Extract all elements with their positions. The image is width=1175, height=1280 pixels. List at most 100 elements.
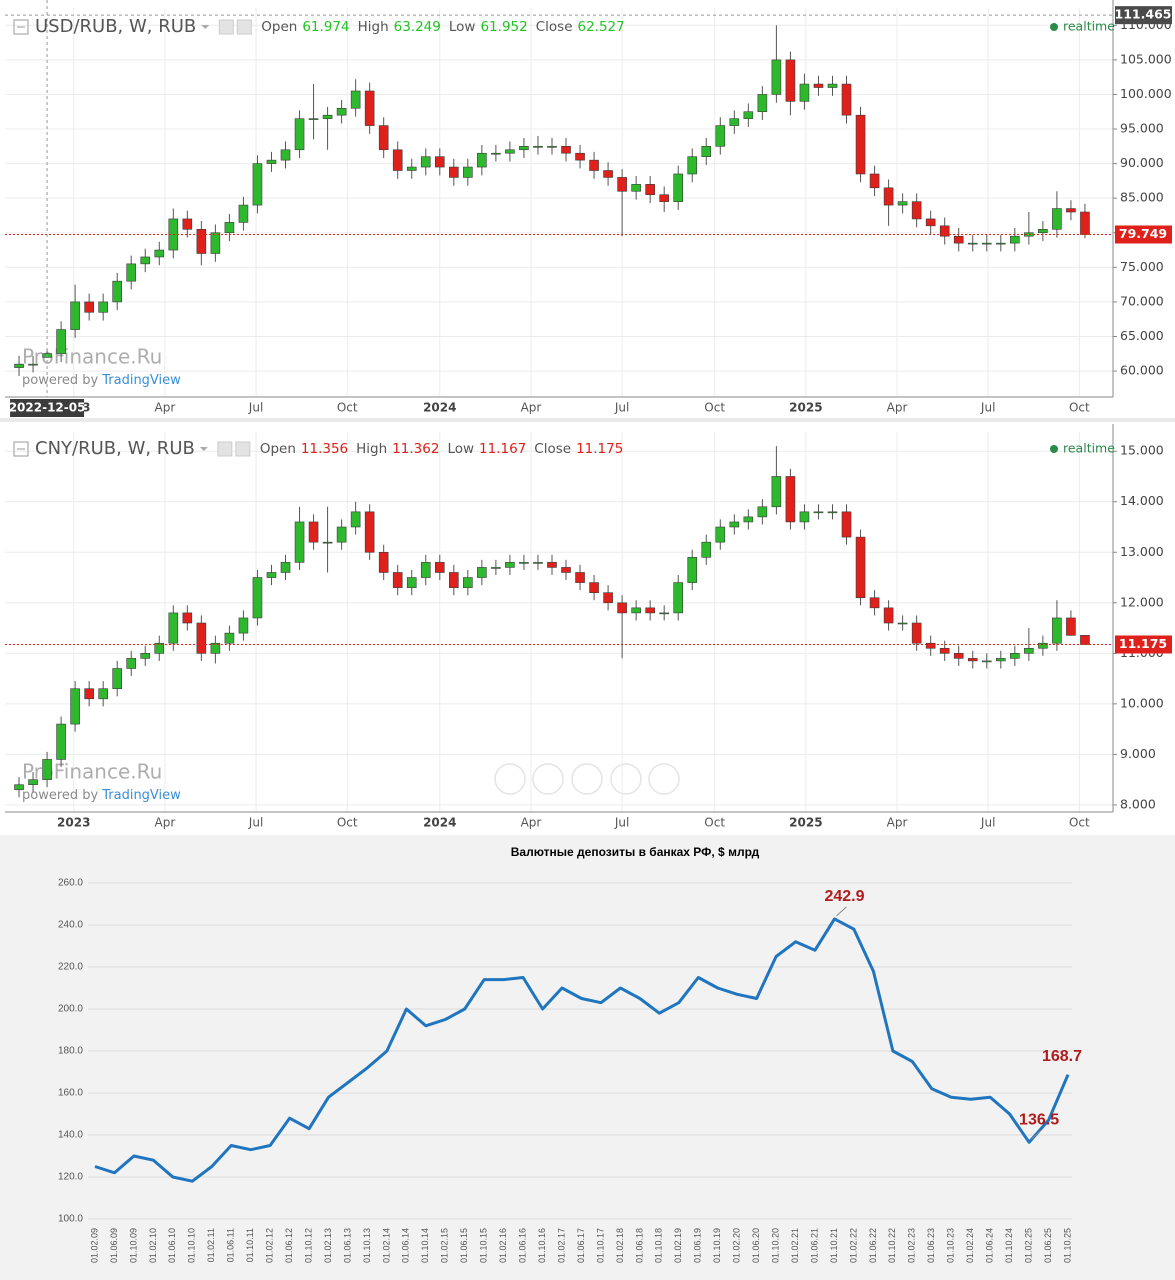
candle-body bbox=[841, 511, 852, 538]
y-tick-label: 10.000 bbox=[1120, 695, 1164, 710]
candle-body bbox=[911, 201, 922, 220]
candle-body bbox=[1066, 617, 1076, 636]
nav-button[interactable] bbox=[494, 763, 526, 795]
y-tick-label: 90.000 bbox=[1120, 155, 1164, 170]
candle-body bbox=[617, 177, 627, 192]
x-tick-label: Apr bbox=[887, 401, 908, 415]
candle-body bbox=[967, 242, 978, 245]
y-tick-label: 12.000 bbox=[1120, 594, 1164, 609]
candle-body bbox=[589, 159, 599, 171]
candle-body bbox=[687, 156, 698, 175]
nav-button[interactable] bbox=[571, 763, 603, 795]
candle-body bbox=[603, 170, 613, 178]
x-tick-label: 01.10.11 bbox=[245, 1228, 255, 1262]
candle-body bbox=[477, 152, 487, 168]
candle-body bbox=[56, 329, 66, 354]
credit-link: TradingView bbox=[101, 788, 181, 803]
settings-icon bbox=[236, 19, 252, 35]
candle-body bbox=[533, 146, 543, 148]
candle-body bbox=[449, 572, 459, 588]
candle-body bbox=[336, 526, 347, 543]
credit-text: powered by bbox=[22, 788, 99, 803]
candle-body bbox=[1080, 211, 1090, 235]
x-tick-label: Oct bbox=[337, 816, 358, 830]
candle-body bbox=[757, 94, 768, 113]
candle-body bbox=[434, 562, 445, 573]
candle-body bbox=[42, 759, 52, 780]
candle-body bbox=[1066, 208, 1076, 213]
symbol: CNY/RUB, W, RUB bbox=[35, 438, 195, 459]
candle-body bbox=[84, 301, 94, 313]
candle-body bbox=[813, 511, 824, 514]
candle-body bbox=[336, 107, 347, 116]
candle-body bbox=[631, 607, 641, 614]
candle-body bbox=[953, 235, 964, 244]
candle-body bbox=[505, 562, 515, 568]
symbol-caret bbox=[201, 25, 210, 29]
x-tick-label: Jul bbox=[980, 401, 995, 415]
x-tick-label: 01.02.22 bbox=[848, 1228, 858, 1263]
y-tick-label: 85.000 bbox=[1120, 190, 1164, 205]
last-price-box bbox=[1115, 635, 1172, 654]
settings-icon bbox=[218, 19, 234, 35]
candle-body bbox=[449, 166, 459, 178]
leader-line bbox=[836, 906, 847, 917]
y-tick-label: 140.0 bbox=[58, 1130, 83, 1141]
candle-body bbox=[70, 301, 80, 330]
y-tick-label: 75.000 bbox=[1120, 259, 1164, 274]
candle-body bbox=[729, 118, 740, 126]
candle-body bbox=[603, 592, 613, 604]
candle-body bbox=[911, 622, 922, 644]
candle-body bbox=[266, 572, 277, 578]
candle-body bbox=[589, 582, 599, 593]
symbol-caret bbox=[199, 447, 208, 451]
candle-body bbox=[715, 526, 726, 543]
ohlc-label: Low bbox=[449, 19, 476, 35]
credit: powered by TradingView bbox=[22, 788, 181, 803]
chart-title: Валютные депозиты в банках РФ, $ млрд bbox=[511, 845, 760, 859]
candle-body bbox=[771, 476, 782, 508]
x-tick-label: 01.02.12 bbox=[265, 1228, 275, 1263]
candle-body bbox=[547, 146, 557, 148]
x-tick-label: 01.02.13 bbox=[323, 1228, 333, 1263]
x-tick-label: Apr bbox=[521, 401, 542, 415]
candle-body bbox=[883, 607, 894, 624]
y-tick-label: 9.000 bbox=[1120, 746, 1156, 761]
settings-icon bbox=[235, 441, 251, 457]
ohlc-header: Open 61.974 High 63.249 Low 61.952 Close 62.527 bbox=[261, 19, 624, 35]
candle-body bbox=[126, 658, 137, 669]
candle-body bbox=[378, 551, 389, 573]
candle-body bbox=[1010, 653, 1020, 659]
ohlc-value: 11.167 bbox=[479, 441, 526, 457]
nav-button[interactable] bbox=[648, 763, 680, 795]
candle-body bbox=[14, 363, 24, 368]
ohlc-label: High bbox=[356, 441, 387, 457]
candle-body bbox=[28, 779, 38, 786]
status: realtime bbox=[1063, 441, 1115, 456]
candle-body bbox=[1024, 647, 1034, 654]
nav-button[interactable] bbox=[532, 763, 564, 795]
candle-body bbox=[238, 617, 249, 634]
candle-body bbox=[84, 688, 94, 700]
y-tick-label: 260.0 bbox=[58, 878, 83, 889]
candle-body bbox=[645, 184, 655, 196]
panel-separator bbox=[0, 418, 1175, 422]
candle-body bbox=[785, 59, 796, 102]
x-tick-label: Oct bbox=[1069, 401, 1090, 415]
candle-body bbox=[28, 363, 38, 366]
ohlc-label: Close bbox=[534, 441, 571, 457]
credit-link: TradingView bbox=[101, 373, 181, 388]
candle-body bbox=[140, 256, 151, 265]
candle-body bbox=[701, 146, 712, 157]
x-tick-label: 01.10.18 bbox=[654, 1228, 664, 1263]
x-tick-label: Apr bbox=[521, 816, 542, 830]
candle-body bbox=[420, 156, 431, 168]
nav-button[interactable] bbox=[610, 763, 642, 795]
leader-line bbox=[1030, 1129, 1042, 1140]
status-dot bbox=[1050, 23, 1058, 31]
candle-body bbox=[491, 152, 501, 155]
y-tick-label: 13.000 bbox=[1120, 544, 1164, 559]
x-tick-label: 2025 bbox=[789, 401, 822, 415]
ohlc-value: 11.362 bbox=[392, 441, 439, 457]
credit: powered by TradingView bbox=[22, 373, 181, 388]
